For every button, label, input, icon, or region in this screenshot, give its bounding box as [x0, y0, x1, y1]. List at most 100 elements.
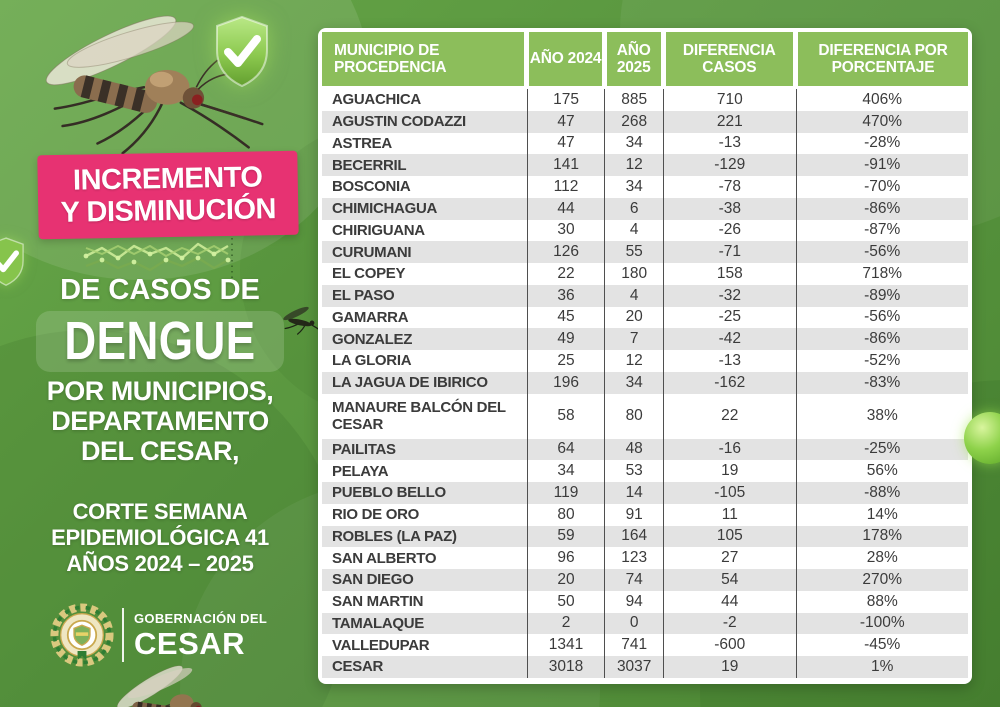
value-cell: 885: [604, 89, 663, 111]
municipality-cell: GAMARRA: [332, 308, 409, 326]
value-cell: -13: [663, 350, 795, 372]
value-cell: -2: [663, 612, 795, 635]
value-cell: 0: [604, 612, 663, 635]
value-cell: 19: [663, 656, 795, 678]
trend-lines-decoration: [83, 238, 233, 280]
value-cell: 112: [526, 176, 605, 198]
value-cell: 55: [604, 241, 663, 263]
value-cell: 96: [526, 547, 605, 569]
value-cell: 50: [526, 590, 605, 613]
table-row: SAN ALBERTO 96 123 27 28%: [322, 547, 968, 569]
value-cell: -25: [663, 306, 795, 329]
value-cell: -86%: [795, 328, 968, 350]
municipality-cell: SAN ALBERTO: [332, 549, 437, 567]
subtitle-por-municipios: POR MUNICIPIOS,: [46, 376, 274, 406]
value-cell: -32: [663, 284, 795, 307]
value-cell: 30: [526, 219, 605, 242]
value-cell: 88%: [795, 590, 968, 613]
value-cell: -52%: [795, 350, 968, 372]
municipality-cell: RIO DE ORO: [332, 506, 420, 523]
dengue-title-box: DENGUE: [36, 311, 284, 372]
table-row: CESAR 3018 3037 19 1%: [322, 656, 968, 678]
municipality-cell: TAMALAQUE: [332, 614, 425, 632]
value-cell: 7: [604, 328, 663, 350]
mosquito-image: [117, 665, 202, 707]
value-cell: 3037: [604, 656, 663, 678]
municipality-cell: MANAURE BALCÓN DEL CESAR: [332, 398, 506, 433]
table-body: AGUACHICA 175 885 710 406% AGUSTIN CODAZZI 47 2…: [322, 89, 968, 678]
value-cell: -88%: [795, 482, 968, 504]
table-header: MUNICIPIO DE PROCEDENCIA AÑO 2024 AÑO 2025…: [322, 32, 968, 86]
municipality-cell: BOSCONIA: [332, 178, 411, 196]
gobernacion-seal-icon: [50, 603, 114, 667]
value-cell: 141: [526, 154, 605, 176]
value-cell: 221: [663, 110, 795, 133]
table-row: CHIMICHAGUA 44 6 -38 -86%: [322, 197, 968, 220]
value-cell: 54: [663, 569, 795, 591]
column-header-label: AÑO 2025: [606, 32, 661, 86]
value-cell: 175: [526, 89, 605, 111]
value-cell: 22: [526, 263, 605, 285]
value-cell: 38%: [795, 393, 968, 439]
column-header-cell: MUNICIPIO DE PROCEDENCIA: [322, 32, 527, 86]
municipality-cell: CESAR: [332, 658, 384, 676]
table-row: PUEBLO BELLO 119 14 -105 -88%: [322, 482, 968, 504]
column-header-cell: AÑO 2025: [604, 32, 663, 86]
value-cell: 11: [663, 503, 795, 526]
value-cell: 34: [604, 132, 663, 155]
value-cell: -162: [663, 371, 795, 394]
value-cell: 710: [663, 89, 795, 111]
table-row: MANAURE BALCÓN DEL CESAR 58 80 22 38%: [322, 393, 968, 439]
value-cell: 406%: [795, 89, 968, 111]
value-cell: 36: [526, 284, 605, 307]
value-cell: 22: [663, 393, 795, 439]
value-cell: 44: [663, 590, 795, 613]
value-cell: -38: [663, 197, 795, 220]
municipality-cell: ROBLES (LA PAZ): [332, 527, 457, 545]
table-row: VALLEDUPAR 1341 741 -600 -45%: [322, 634, 968, 656]
municipality-cell: SAN DIEGO: [332, 571, 414, 589]
table-row: TAMALAQUE 2 0 -2 -100%: [322, 612, 968, 635]
municipality-cell: CHIMICHAGUA: [332, 200, 438, 217]
table-row: LA JAGUA DE IBIRICO 196 34 -162 -83%: [322, 371, 968, 394]
table-row: AGUACHICA 175 885 710 406%: [322, 89, 968, 111]
logo-text: GOBERNACIÓN DEL CESAR: [134, 611, 267, 659]
value-cell: 12: [604, 154, 663, 176]
column-header-label: DIFERENCIA CASOS: [665, 32, 793, 86]
mosquito-image: [45, 15, 264, 155]
value-cell: -26: [663, 219, 795, 242]
value-cell: 34: [604, 176, 663, 198]
value-cell: 126: [526, 241, 605, 263]
value-cell: -70%: [795, 176, 968, 198]
value-cell: -56%: [795, 241, 968, 263]
logo-divider: [122, 608, 124, 662]
value-cell: 74: [604, 569, 663, 591]
value-cell: 1341: [526, 634, 605, 656]
value-cell: -600: [663, 634, 795, 656]
value-cell: 4: [604, 219, 663, 242]
table-row: EL COPEY 22 180 158 718%: [322, 263, 968, 285]
table-row: ROBLES (LA PAZ) 59 164 105 178%: [322, 525, 968, 548]
logo-org-small: GOBERNACIÓN DEL: [134, 611, 268, 626]
value-cell: 4: [604, 284, 663, 307]
banner-line1: INCREMENTO: [72, 160, 263, 197]
dengue-cases-table: MUNICIPIO DE PROCEDENCIA AÑO 2024 AÑO 2025…: [318, 28, 972, 684]
column-header-label: MUNICIPIO DE PROCEDENCIA: [322, 32, 525, 86]
value-cell: 158: [663, 263, 795, 285]
value-cell: 25: [526, 350, 605, 372]
period-line3: AÑOS 2024 – 2025: [66, 551, 254, 576]
table-row: GONZALEZ 49 7 -42 -86%: [322, 328, 968, 350]
column-header-cell: DIFERENCIA CASOS: [663, 32, 795, 86]
value-cell: -100%: [795, 612, 968, 635]
value-cell: 178%: [795, 525, 968, 548]
municipality-cell: SAN MARTIN: [332, 593, 424, 610]
green-orb-decoration: [964, 412, 1000, 464]
value-cell: 34: [604, 371, 663, 394]
value-cell: 45: [526, 306, 605, 329]
value-cell: 80: [604, 393, 663, 439]
municipality-cell: LA GLORIA: [332, 352, 412, 370]
value-cell: -86%: [795, 197, 968, 220]
value-cell: -89%: [795, 284, 968, 307]
municipality-cell: EL PASO: [332, 287, 395, 304]
municipality-cell: VALLEDUPAR: [332, 636, 430, 654]
